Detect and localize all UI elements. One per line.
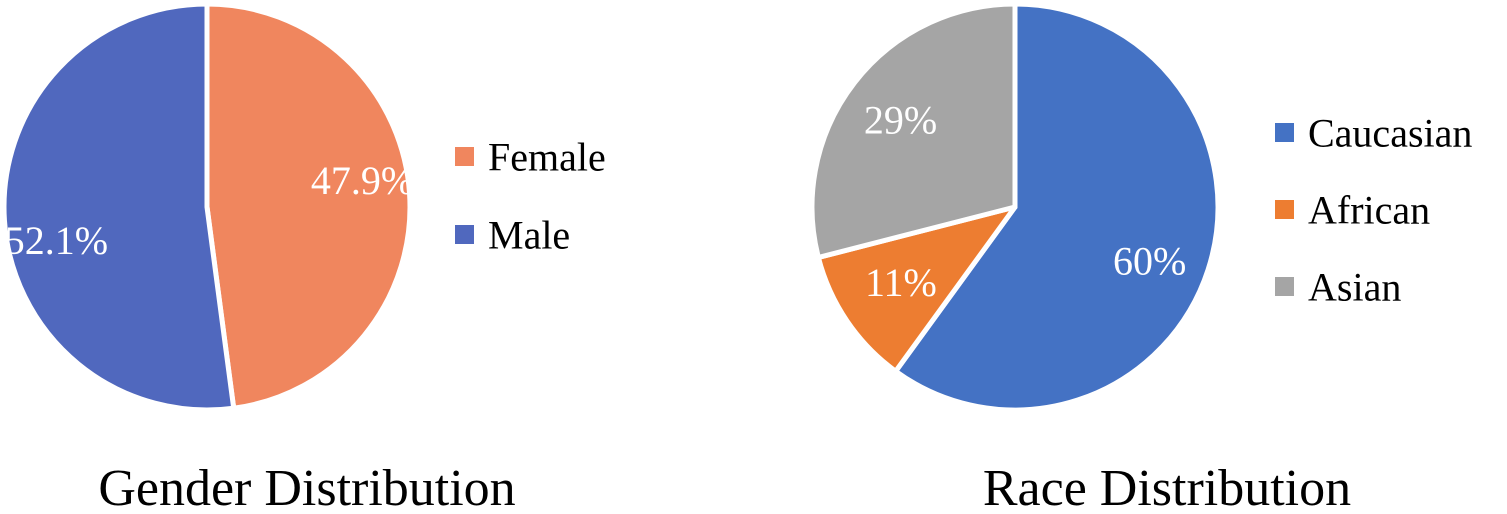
legend-label-caucasian: Caucasian	[1308, 111, 1472, 156]
data-label-african: 11%	[865, 260, 937, 305]
legend-label-african: African	[1308, 188, 1430, 233]
legend-swatch-asian	[1275, 277, 1294, 296]
legend-swatch-male	[455, 225, 474, 244]
legend-label-male: Male	[488, 213, 570, 258]
data-label-caucasian: 60%	[1113, 238, 1186, 283]
pie-slice-female	[204, 1, 413, 411]
gender-pie-chart: 47.9% 52.1% Female Male Gender Distribution	[1, 1, 606, 514]
data-label-male: 52.1%	[5, 218, 108, 263]
legend-swatch-female	[455, 147, 474, 166]
pie-slice-asian	[809, 1, 1018, 260]
legend-swatch-african	[1275, 200, 1294, 219]
pie-slice-african	[815, 204, 1018, 374]
chart-title: Race Distribution	[983, 460, 1351, 514]
legend-label-female: Female	[488, 135, 606, 180]
legend-swatch-caucasian	[1275, 123, 1294, 142]
pie-slice-caucasian	[893, 1, 1221, 413]
data-label-asian: 29%	[864, 97, 937, 142]
chart-title: Gender Distribution	[98, 460, 515, 514]
legend-label-asian: Asian	[1308, 265, 1401, 310]
race-pie-chart: 60% 11% 29% Caucasian African Asian Race Distr…	[809, 1, 1472, 514]
data-label-female: 47.9%	[311, 158, 414, 203]
pie-slice-male	[1, 1, 237, 413]
